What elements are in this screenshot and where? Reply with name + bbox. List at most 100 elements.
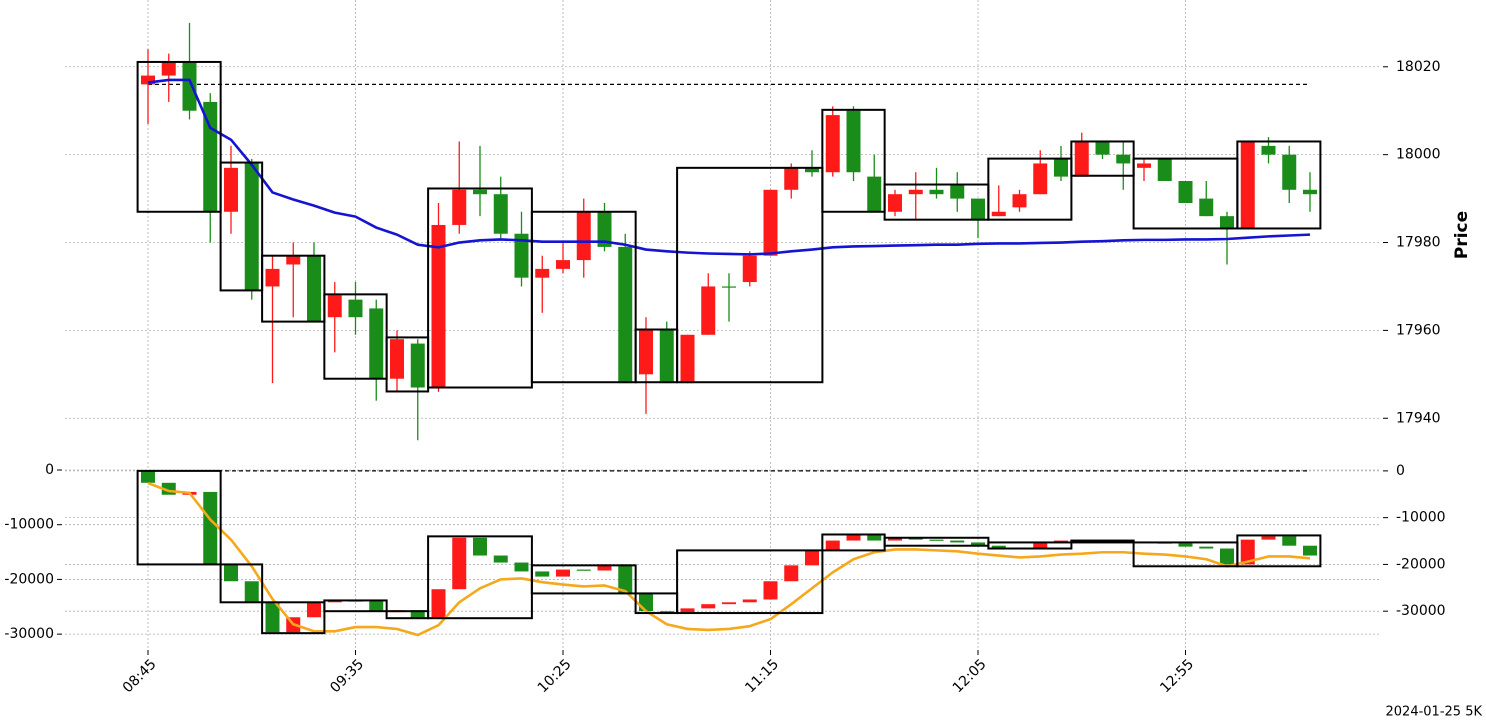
candle-body bbox=[1199, 198, 1214, 217]
range-box bbox=[219, 161, 264, 292]
candle-body bbox=[971, 542, 985, 546]
candle-body bbox=[369, 308, 384, 379]
candle-body bbox=[805, 550, 819, 566]
x-tick-label: 12:55 bbox=[1157, 656, 1197, 696]
candle-body bbox=[1178, 181, 1193, 203]
candle-body bbox=[659, 611, 674, 613]
candle-body bbox=[141, 470, 155, 483]
candle-body bbox=[1240, 539, 1255, 565]
candle-body bbox=[950, 185, 965, 199]
candle-body bbox=[307, 255, 321, 322]
candle-body bbox=[929, 539, 944, 541]
y-tick-label: -30000 bbox=[4, 626, 54, 642]
y-tick-label: -30000 bbox=[1396, 603, 1446, 619]
line-series bbox=[147, 481, 1311, 637]
candle-body bbox=[265, 268, 280, 287]
candle-body bbox=[639, 330, 653, 375]
candle-body bbox=[867, 176, 882, 212]
candle-body bbox=[1178, 543, 1193, 547]
range-box bbox=[1236, 140, 1322, 230]
y-tick-label: -20000 bbox=[1396, 556, 1446, 572]
range-box bbox=[136, 469, 222, 566]
candle-body bbox=[1137, 163, 1151, 168]
y-tick-label: -10000 bbox=[1396, 510, 1446, 526]
candle-body bbox=[763, 581, 778, 600]
range-box bbox=[530, 210, 637, 384]
y-tick-label: 0 bbox=[45, 462, 54, 478]
candle-body bbox=[742, 255, 757, 283]
range-box bbox=[987, 157, 1073, 221]
range-box bbox=[261, 254, 326, 323]
range-box bbox=[219, 563, 264, 604]
candle-body bbox=[493, 555, 508, 563]
range-box bbox=[261, 601, 326, 635]
candle-body bbox=[556, 569, 570, 577]
candle-body bbox=[244, 581, 259, 603]
candle-body bbox=[556, 260, 570, 269]
range-box bbox=[821, 108, 886, 213]
candle-body bbox=[1074, 141, 1089, 177]
candle-body bbox=[1012, 194, 1027, 208]
candle-body bbox=[244, 163, 259, 291]
candle-body bbox=[701, 286, 716, 335]
candle-body bbox=[327, 295, 342, 318]
range-box bbox=[1070, 539, 1135, 544]
x-tick-label: 11:15 bbox=[742, 656, 782, 696]
range-box bbox=[676, 166, 824, 384]
candle-body bbox=[639, 593, 653, 612]
candle-body bbox=[1199, 546, 1214, 549]
candle-body bbox=[410, 610, 425, 619]
y-tick-label: 17980 bbox=[1396, 235, 1441, 251]
range-box bbox=[1236, 534, 1322, 568]
candle-body bbox=[680, 608, 695, 613]
candle-body bbox=[514, 562, 529, 572]
y-tick-label: 17960 bbox=[1396, 322, 1441, 338]
candle-body bbox=[908, 189, 923, 195]
candle-body bbox=[784, 565, 799, 582]
candle-body bbox=[431, 589, 446, 619]
x-tick-label: 08:45 bbox=[120, 656, 160, 696]
candle-body bbox=[867, 535, 882, 541]
candle-body bbox=[825, 115, 840, 173]
candle-body bbox=[1033, 163, 1048, 195]
line-series bbox=[147, 78, 1311, 256]
candle-body bbox=[1282, 154, 1297, 190]
candle-body bbox=[825, 540, 840, 551]
y-tick-label: 0 bbox=[1396, 463, 1405, 479]
candle-body bbox=[991, 211, 1006, 217]
y-tick-label: 18000 bbox=[1396, 147, 1441, 163]
y-tick-label: -10000 bbox=[4, 517, 54, 533]
candle-body bbox=[722, 602, 736, 605]
x-tick-label: 09:35 bbox=[327, 656, 367, 696]
candle-body bbox=[161, 62, 176, 76]
candle-body bbox=[1157, 159, 1172, 182]
candle-body bbox=[659, 330, 674, 384]
candle-body bbox=[1261, 536, 1276, 540]
candle-body bbox=[535, 268, 550, 278]
candle-body bbox=[1261, 145, 1276, 155]
candle-body bbox=[1054, 159, 1068, 177]
candle-body bbox=[991, 545, 1006, 548]
candle-body bbox=[1240, 141, 1255, 230]
candle-body bbox=[224, 564, 238, 582]
candle-body bbox=[1303, 189, 1317, 195]
candle-body bbox=[597, 564, 612, 571]
candle-body bbox=[1282, 536, 1297, 546]
candle-body bbox=[182, 62, 197, 111]
candle-body bbox=[348, 299, 363, 318]
candle-body bbox=[888, 194, 902, 212]
candle-body bbox=[410, 343, 425, 388]
candle-body bbox=[846, 535, 861, 541]
candle-body bbox=[888, 537, 902, 541]
x-tick-label: 12:05 bbox=[950, 656, 990, 696]
footer-label: 2024-01-25 5K bbox=[1386, 705, 1483, 720]
candle-body bbox=[473, 537, 487, 556]
range-box bbox=[323, 599, 388, 613]
y-tick-label: 18020 bbox=[1396, 59, 1441, 75]
candle-body bbox=[452, 537, 467, 590]
candle-body bbox=[722, 286, 736, 288]
candle-body bbox=[1033, 542, 1048, 549]
candle-body bbox=[452, 189, 467, 225]
y-axis-label: Price bbox=[1452, 211, 1472, 259]
